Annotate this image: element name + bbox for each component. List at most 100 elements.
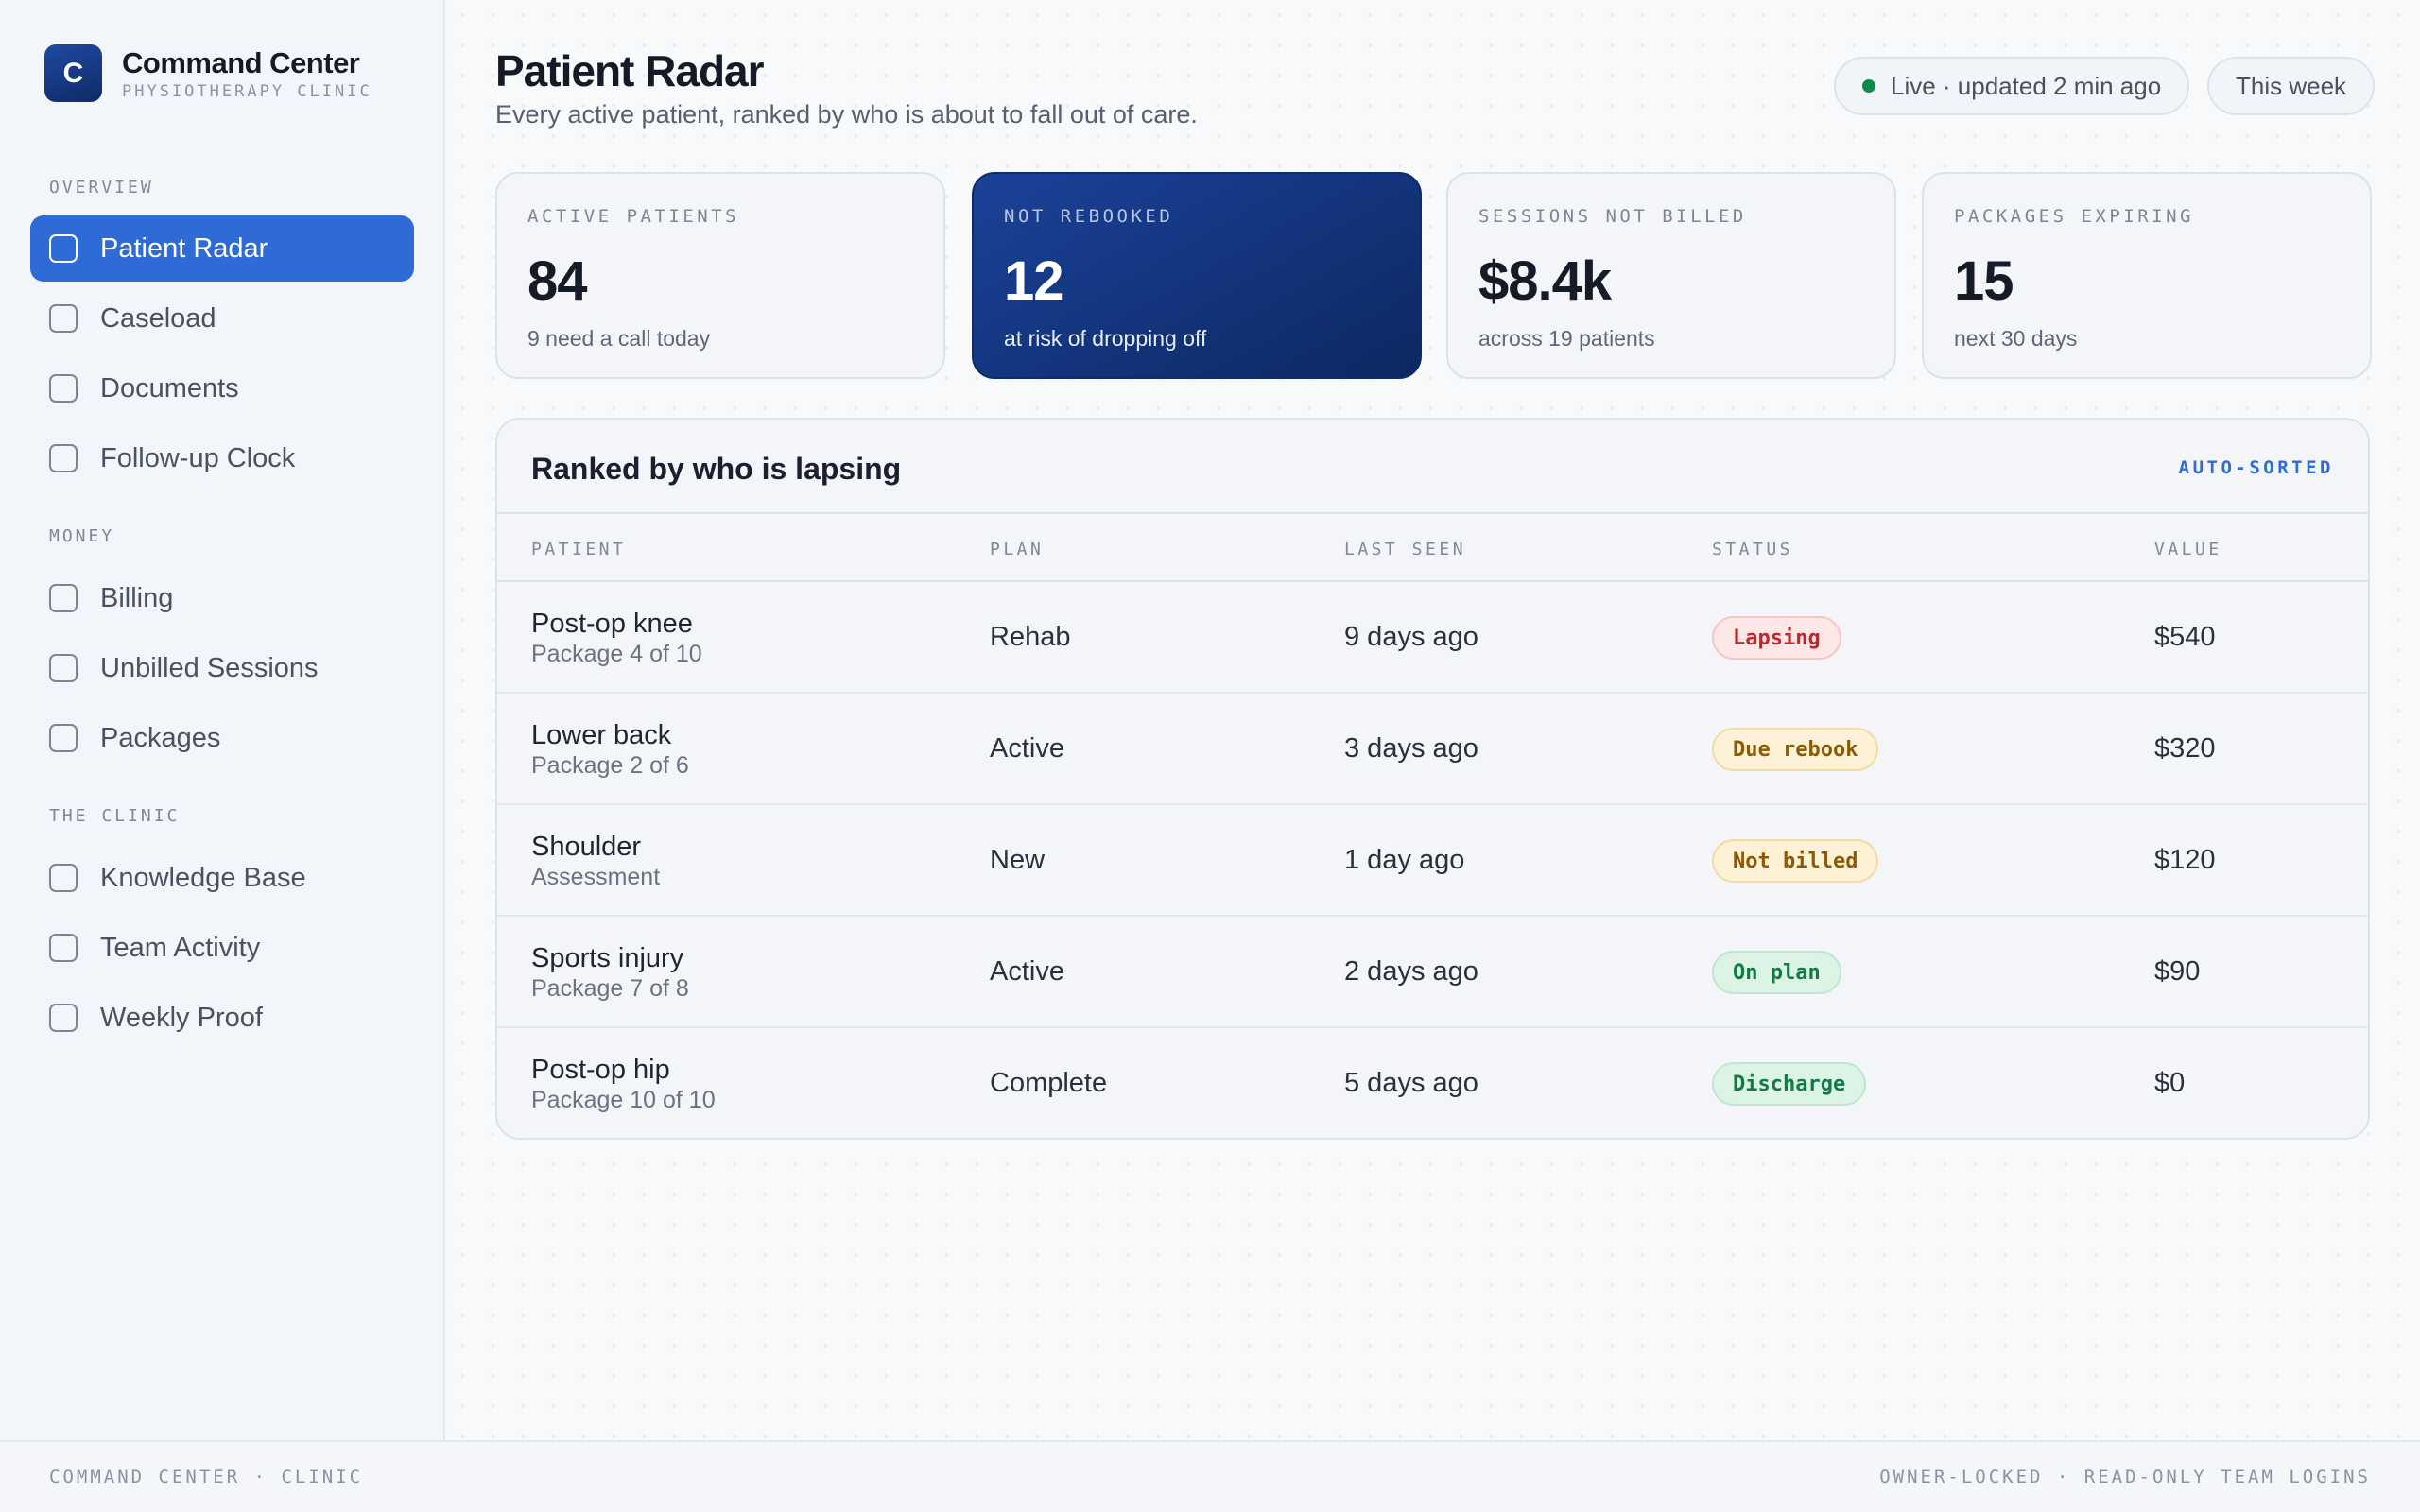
sidebar-item-unbilled-sessions[interactable]: Unbilled Sessions: [30, 635, 414, 701]
sidebar-item-label: Patient Radar: [100, 232, 268, 264]
brand-logo: C: [44, 44, 102, 102]
sidebar-item-label: Billing: [100, 582, 174, 613]
brand[interactable]: C Command Center PHYSIOTHERAPY CLINIC: [44, 44, 372, 102]
table-row[interactable]: Sports injury Package 7 of 8 Active 2 da…: [497, 917, 2368, 1028]
nav-section-money: MONEY: [49, 526, 115, 546]
stat-card-sessions-not-billed[interactable]: SESSIONS NOT BILLED $8.4k across 19 pati…: [1446, 172, 1896, 379]
column-header-plan[interactable]: PLAN: [990, 540, 1045, 559]
sidebar-item-label: Unbilled Sessions: [100, 652, 319, 683]
column-header-value[interactable]: VALUE: [2154, 540, 2222, 559]
patient-detail: Package 10 of 10: [531, 1087, 716, 1113]
auto-sorted-tag[interactable]: AUTO-SORTED: [2178, 457, 2334, 478]
sidebar-item-label: Knowledge Base: [100, 862, 306, 893]
sidebar-item-label: Team Activity: [100, 932, 261, 963]
patient-name: Sports injury: [531, 943, 684, 973]
patient-name: Post-op knee: [531, 609, 693, 639]
nav-section-the-clinic: THE CLINIC: [49, 806, 181, 826]
stat-note: across 19 patients: [1478, 326, 1655, 351]
patient-detail: Package 4 of 10: [531, 641, 702, 667]
status-badge: Lapsing: [1712, 616, 1841, 660]
stat-value: 15: [1954, 250, 2014, 312]
footer-right-text: OWNER-LOCKED · READ-ONLY TEAM LOGINS: [1879, 1467, 2371, 1487]
sidebar-item-label: Documents: [100, 372, 239, 404]
stat-value: 84: [527, 250, 588, 312]
status-badge: Discharge: [1712, 1062, 1867, 1106]
table-header-row: PATIENT PLAN LAST SEEN STATUS VALUE: [497, 514, 2368, 582]
sidebar-item-label: Packages: [100, 722, 221, 753]
value-cell: $120: [2154, 845, 2216, 875]
stat-label: SESSIONS NOT BILLED: [1478, 206, 1747, 227]
last-seen-cell: 3 days ago: [1344, 733, 1478, 764]
patient-detail: Package 7 of 8: [531, 975, 689, 1002]
square-icon: [49, 1004, 78, 1032]
column-header-patient[interactable]: PATIENT: [531, 540, 627, 559]
table-row[interactable]: Shoulder Assessment New 1 day ago Not bi…: [497, 805, 2368, 917]
square-icon: [49, 654, 78, 682]
lapsing-table: Ranked by who is lapsing AUTO-SORTED PAT…: [495, 418, 2370, 1140]
stat-note: next 30 days: [1954, 326, 2078, 351]
sidebar-item-follow-up-clock[interactable]: Follow-up Clock: [30, 425, 414, 491]
patient-name: Shoulder: [531, 832, 642, 862]
sidebar-item-weekly-proof[interactable]: Weekly Proof: [30, 985, 414, 1051]
brand-title: Command Center: [122, 45, 360, 79]
square-icon: [49, 444, 78, 472]
patient-name: Lower back: [531, 720, 672, 750]
page-title: Patient Radar: [495, 46, 765, 95]
stat-card-not-rebooked[interactable]: NOT REBOOKED 12 at risk of dropping off: [972, 172, 1422, 379]
patient-detail: Assessment: [531, 864, 661, 890]
footer: COMMAND CENTER · CLINIC OWNER-LOCKED · R…: [0, 1440, 2420, 1512]
stat-note: at risk of dropping off: [1004, 326, 1207, 351]
patient-name: Post-op hip: [531, 1055, 670, 1085]
square-icon: [49, 864, 78, 892]
stat-label: NOT REBOOKED: [1004, 206, 1174, 227]
sidebar-item-patient-radar[interactable]: Patient Radar: [30, 215, 414, 282]
nav-section-overview: OVERVIEW: [49, 178, 154, 198]
stat-label: ACTIVE PATIENTS: [527, 206, 740, 227]
main-content: Patient Radar Every active patient, rank…: [447, 0, 2420, 1440]
sidebar-item-knowledge-base[interactable]: Knowledge Base: [30, 845, 414, 911]
date-range-label: This week: [2236, 71, 2347, 100]
live-status-pill[interactable]: Live · updated 2 min ago: [1834, 57, 2190, 115]
live-dot-icon: [1862, 79, 1876, 93]
last-seen-cell: 1 day ago: [1344, 845, 1465, 875]
value-cell: $0: [2154, 1068, 2186, 1098]
sidebar-item-label: Follow-up Clock: [100, 442, 296, 473]
status-badge: Not billed: [1712, 839, 1879, 883]
square-icon: [49, 584, 78, 612]
stat-value: $8.4k: [1478, 250, 1612, 312]
sidebar: C Command Center PHYSIOTHERAPY CLINIC OV…: [0, 0, 445, 1440]
sidebar-item-label: Weekly Proof: [100, 1002, 263, 1033]
column-header-last-seen[interactable]: LAST SEEN: [1344, 540, 1467, 559]
last-seen-cell: 2 days ago: [1344, 956, 1478, 987]
value-cell: $90: [2154, 956, 2201, 987]
value-cell: $320: [2154, 733, 2216, 764]
square-icon: [49, 304, 78, 333]
footer-left-text: COMMAND CENTER · CLINIC: [49, 1467, 364, 1487]
sidebar-item-packages[interactable]: Packages: [30, 705, 414, 771]
sidebar-item-billing[interactable]: Billing: [30, 565, 414, 631]
table-row[interactable]: Post-op knee Package 4 of 10 Rehab 9 day…: [497, 582, 2368, 694]
plan-cell: Complete: [990, 1068, 1108, 1098]
plan-cell: Active: [990, 733, 1064, 764]
square-icon: [49, 374, 78, 403]
square-icon: [49, 234, 78, 263]
table-row[interactable]: Post-op hip Package 10 of 10 Complete 5 …: [497, 1028, 2368, 1138]
sidebar-item-team-activity[interactable]: Team Activity: [30, 915, 414, 981]
status-badge: Due rebook: [1712, 728, 1879, 771]
plan-cell: Rehab: [990, 622, 1071, 652]
brand-subtitle: PHYSIOTHERAPY CLINIC: [122, 81, 372, 101]
stat-value: 12: [1004, 250, 1064, 312]
date-range-button[interactable]: This week: [2207, 57, 2376, 115]
column-header-status[interactable]: STATUS: [1712, 540, 1794, 559]
table-title: Ranked by who is lapsing: [531, 452, 902, 486]
plan-cell: Active: [990, 956, 1064, 987]
square-icon: [49, 934, 78, 962]
sidebar-item-documents[interactable]: Documents: [30, 355, 414, 421]
table-row[interactable]: Lower back Package 2 of 6 Active 3 days …: [497, 694, 2368, 805]
stat-card-active-patients[interactable]: ACTIVE PATIENTS 84 9 need a call today: [495, 172, 945, 379]
stat-label: PACKAGES EXPIRING: [1954, 206, 2194, 227]
stat-card-packages-expiring[interactable]: PACKAGES EXPIRING 15 next 30 days: [1922, 172, 2372, 379]
sidebar-item-caseload[interactable]: Caseload: [30, 285, 414, 352]
square-icon: [49, 724, 78, 752]
status-badge: On plan: [1712, 951, 1841, 994]
